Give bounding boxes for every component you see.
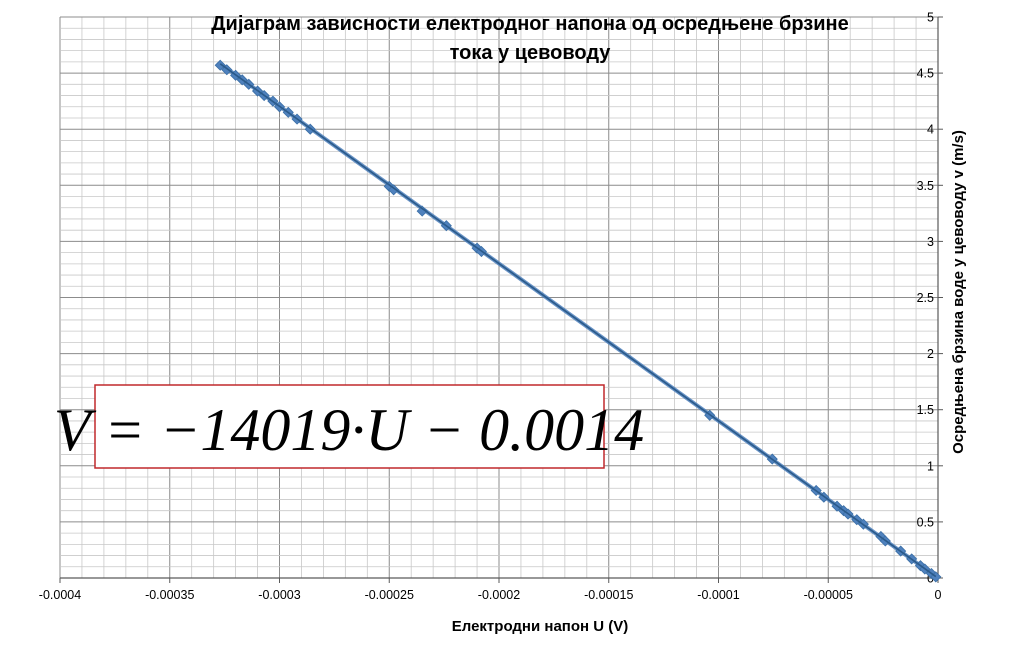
- x-tick-label: -0.00005: [804, 588, 853, 602]
- y-tick-label: 4.5: [917, 67, 934, 81]
- x-tick-label: -0.00015: [584, 588, 633, 602]
- y-tick-label: 5: [927, 11, 934, 25]
- y-tick-label: 1: [927, 459, 934, 473]
- series-markers: [214, 59, 942, 583]
- y-tick-label: 3: [927, 235, 934, 249]
- y-axis-label: Осредњена брзина воде у цевоводу v (m/s): [950, 130, 967, 454]
- x-tick-label: -0.0002: [478, 588, 520, 602]
- data-point: [416, 205, 428, 217]
- x-tick-label: 0: [935, 588, 942, 602]
- x-tick-label: -0.00035: [145, 588, 194, 602]
- x-tick-label: -0.00025: [365, 588, 414, 602]
- y-tick-label: 3.5: [917, 179, 934, 193]
- x-tick-label: -0.0001: [697, 588, 739, 602]
- y-tick-label: 2: [927, 347, 934, 361]
- equation-annotation: V = −14019·U − 0.0014: [54, 384, 644, 469]
- x-tick-label: -0.0003: [258, 588, 300, 602]
- trendline: [219, 63, 937, 578]
- y-tick-label: 0.5: [917, 515, 934, 529]
- grid: [59, 16, 939, 579]
- y-tick-label: 4: [927, 123, 934, 137]
- y-tick-label: 1.5: [917, 403, 934, 417]
- equation-box: [94, 384, 605, 469]
- x-axis-label: Електродни напон U (V): [452, 618, 628, 635]
- chart-title-line-2: тока у цевоводу: [450, 42, 612, 64]
- data-point: [214, 59, 226, 71]
- equation-text: V = −14019·U − 0.0014: [54, 397, 644, 463]
- chart-title-line-1: Дијаграм зависности електродног напона о…: [211, 13, 848, 35]
- labels: Дијаграм зависности електродног напона о…: [211, 13, 967, 635]
- y-tick-label: 0: [927, 572, 934, 586]
- x-tick-label: -0.0004: [39, 588, 81, 602]
- y-tick-label: 2.5: [917, 291, 934, 305]
- data-point: [388, 184, 400, 196]
- axes: -0.0004 -0.00035 -0.0003 -0.00025 -0.0002 -0.…: [39, 11, 943, 602]
